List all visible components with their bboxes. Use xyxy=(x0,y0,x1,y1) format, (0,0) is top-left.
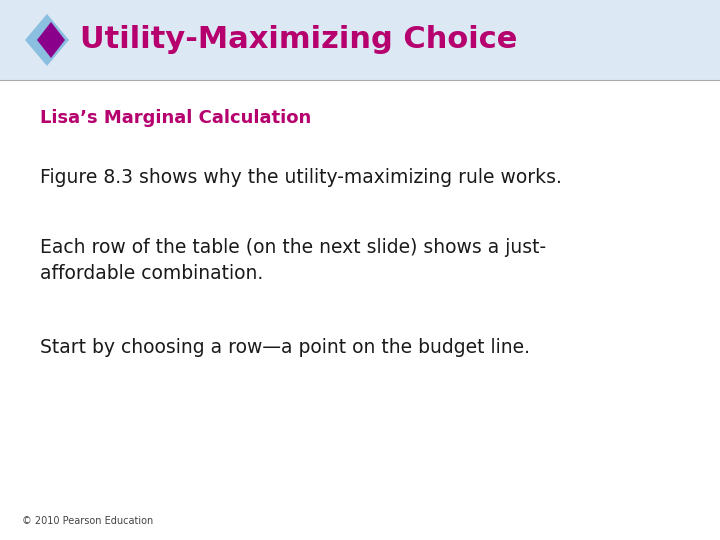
Text: © 2010 Pearson Education: © 2010 Pearson Education xyxy=(22,516,153,526)
Polygon shape xyxy=(25,14,69,66)
FancyBboxPatch shape xyxy=(0,0,720,80)
Text: Utility-Maximizing Choice: Utility-Maximizing Choice xyxy=(80,25,518,55)
Text: Each row of the table (on the next slide) shows a just-
affordable combination.: Each row of the table (on the next slide… xyxy=(40,238,546,282)
Text: Figure 8.3 shows why the utility-maximizing rule works.: Figure 8.3 shows why the utility-maximiz… xyxy=(40,168,562,187)
Text: Start by choosing a row—a point on the budget line.: Start by choosing a row—a point on the b… xyxy=(40,338,530,357)
Polygon shape xyxy=(37,22,65,58)
Text: Lisa’s Marginal Calculation: Lisa’s Marginal Calculation xyxy=(40,109,311,127)
